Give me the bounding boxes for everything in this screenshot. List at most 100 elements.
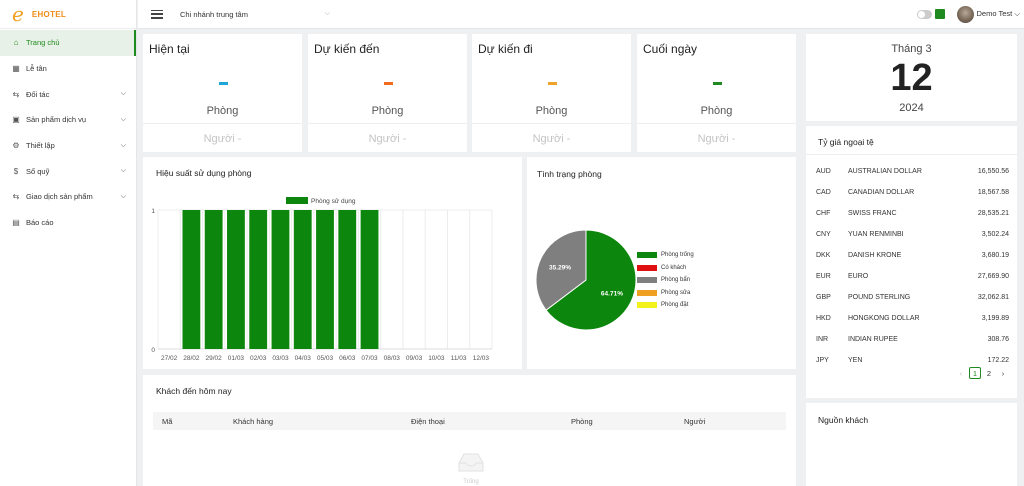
empty-inbox-icon [458,453,484,472]
col-ma: Mã [162,416,173,426]
sidebar-item-5[interactable]: $ Sổ quỹ ⌵ [0,158,136,184]
fx-name: YUAN RENMINBI [848,231,904,238]
pie-value-label: 35.29% [549,265,571,272]
stat-rooms: Phòng [371,105,404,117]
fx-name: HONGKONG DOLLAR [848,315,920,322]
usage-chart-title: Hiệu suất sử dụng phòng [156,168,252,178]
pie-legend-item[interactable]: Phòng sửa [637,289,690,296]
stat-card-0: Hiện tại Phòng Người - [143,34,302,152]
bar-07/03[interactable] [360,210,379,349]
chevron-down-icon: ⌵ [120,167,126,175]
user-name: Demo Test [976,9,1013,18]
sources-card: Nguồn khách [806,403,1017,486]
pie-legend-item[interactable]: Phòng trống [637,252,694,258]
pager-prev-icon[interactable]: ‹ [959,368,963,378]
sidebar-item-2[interactable]: ⇆ Đối tác ⌵ [0,81,136,107]
pie-legend-item[interactable]: Phòng đặt [637,302,688,308]
stat-card-3: Cuối ngày Phòng Người - [637,34,796,152]
branch-select[interactable]: Chi nhánh trung tâm ⌵ [180,10,330,19]
bar-02/03[interactable] [249,210,268,349]
sidebar-item-0[interactable]: ⌂ Trang chủ [0,30,136,56]
fx-name: POUND STERLING [848,294,911,301]
pie-slice-2[interactable] [535,229,587,311]
sidebar-item-label: Lễ tân [26,64,47,74]
arrivals-title: Khách đến hôm nay [156,386,232,396]
sidebar-item-6[interactable]: ⇆ Giao dịch sản phẩm ⌵ [0,184,136,210]
legend-swatch [637,289,657,296]
user-menu[interactable]: Demo Test ⌵ [977,9,1021,19]
fx-name: DANISH KRONE [848,252,902,259]
pie-legend-item[interactable]: Có khách [637,264,686,271]
grid-icon: ▦ [12,64,20,74]
room-status-pie: 64.71% 35.29% [535,229,637,331]
fx-rate: 32,062.81 [977,294,1009,301]
stat-title: Cuối ngày [643,42,698,56]
chevron-down-icon: ⌵ [120,141,126,149]
menu-toggle-icon[interactable] [151,9,163,19]
sidebar-item-label: Báo cáo [26,218,54,228]
swap-icon: ⇆ [12,89,20,99]
bar-03/03[interactable] [271,210,290,349]
stat-value-dash [218,82,228,85]
avatar[interactable] [956,5,974,23]
bar-04/03[interactable] [293,210,312,349]
x-tick-label: 29/02 [206,355,223,362]
fx-code: INR [816,336,829,343]
legend-swatch[interactable] [286,197,308,204]
fx-rate: 3,199.89 [981,315,1009,322]
chevron-down-icon: ⌵ [120,115,126,123]
col-nguoi: Người [684,416,706,426]
legend-swatch [637,277,657,283]
pager-page-1[interactable]: 1 [969,367,981,379]
fx-row: JPY YEN 172.22 [816,350,1009,371]
sidebar-item-label: Sản phẩm dịch vụ [26,115,87,125]
fx-rate: 27,669.90 [977,273,1009,280]
fx-name: EURO [848,273,869,280]
fx-name: AUSTRALIAN DOLLAR [848,168,922,175]
stat-value-dash [547,82,557,85]
dollar-icon: $ [13,166,19,176]
stat-card-2: Dự kiến đi Phòng Người - [472,34,631,152]
pie-legend-item[interactable]: Phòng bẩn [637,277,690,283]
fx-code: DKK [816,252,831,259]
topbar: Chi nhánh trung tâm ⌵ Demo Test ⌵ [138,0,1024,29]
stat-people: Người - [368,133,407,145]
logo-mark: e [12,2,24,26]
sidebar-item-1[interactable]: ▦ Lễ tân [0,56,136,82]
fx-card: Tỷ giá ngoại tệ AUD AUSTRALIAN DOLLAR 16,5… [806,126,1017,398]
theme-toggle[interactable] [916,9,932,19]
sidebar-item-4[interactable]: ⚙ Thiết lập ⌵ [0,133,136,159]
bar-06/03[interactable] [338,210,357,349]
usage-bar-chart: 0 1 27/02 28/02 29/02 01/03 02/03 03/03 04/03 05/… [151,197,493,362]
empty-text: Trống [463,479,479,485]
x-tick-label: 27/02 [161,355,178,362]
sidebar-item-label: Thiết lập [26,141,55,151]
fx-code: GBP [816,294,831,301]
pager-page-2[interactable]: 2 [986,368,992,378]
fx-row: HKD HONGKONG DOLLAR 3,199.89 [816,308,1009,329]
sidebar-item-label: Giao dịch sản phẩm [26,192,93,202]
pie-slice-0[interactable] [545,229,637,331]
sidebar-item-label: Sổ quỹ [26,166,50,176]
swap-icon: ⇆ [12,192,20,202]
bar-28/02[interactable] [182,210,201,349]
x-tick-label: 08/03 [384,355,401,362]
app-logo[interactable]: e EHOTEL [0,0,136,29]
gear-icon: ⚙ [12,141,20,151]
sidebar-item-7[interactable]: ▤ Báo cáo [0,210,136,236]
bar-01/03[interactable] [227,210,245,349]
stat-rooms: Phòng [206,105,239,117]
fx-rate: 16,550.56 [977,168,1009,175]
pager-next-icon[interactable]: › [1001,368,1005,378]
bar-05/03[interactable] [316,210,334,349]
x-tick-label: 04/03 [295,355,312,362]
sources-title: Nguồn khách [818,415,869,425]
bar-29/02[interactable] [204,210,223,349]
legend-label: Phòng đặt [661,302,689,308]
legend-label: Phòng bẩn [661,277,691,283]
color-swatch-button[interactable] [934,9,945,19]
fx-row: CAD CANADIAN DOLLAR 18,567.58 [816,182,1009,203]
usage-chart-card: Hiệu suất sử dụng phòng 0 1 27/02 28/02 29/0… [143,157,522,369]
sidebar-item-3[interactable]: ▣ Sản phẩm dịch vụ ⌵ [0,107,136,133]
doc-icon: ▤ [12,218,20,228]
